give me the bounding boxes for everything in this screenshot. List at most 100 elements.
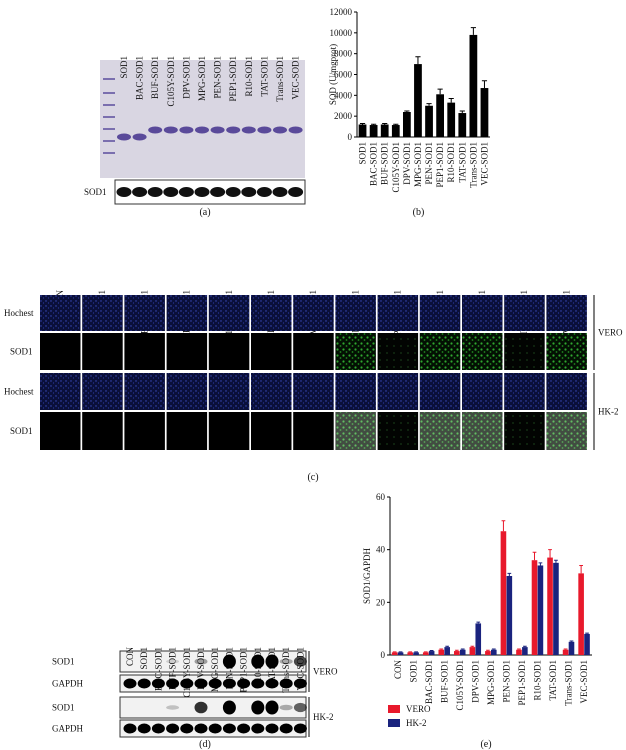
error-bar (548, 549, 552, 558)
bar (407, 652, 413, 655)
bar (516, 649, 522, 655)
micrograph (208, 373, 250, 410)
x-tick-label: VEC-SOD1 (479, 142, 489, 186)
blot-band (265, 700, 279, 715)
x-tick-label: CON (393, 660, 403, 680)
ladder-band (103, 104, 115, 106)
ladder-band (103, 92, 115, 94)
blot-band (293, 678, 307, 689)
row-label: SOD1 (52, 703, 75, 713)
x-tick-label: Trans-SOD1 (564, 660, 574, 706)
error-bar (437, 88, 443, 95)
ladder-band (103, 152, 115, 154)
blot-band (222, 723, 236, 734)
x-tick-label: PEP1-SOD1 (435, 142, 445, 188)
row-label: SOD1 (10, 426, 33, 436)
micrograph (377, 295, 419, 331)
lane-label: C105Y-SOD1 (182, 647, 192, 698)
x-tick-label: PEN-SOD1 (424, 142, 434, 185)
blot-band (222, 678, 236, 689)
micrograph (419, 412, 461, 450)
blot-band (194, 187, 210, 197)
blot-band (194, 701, 208, 714)
micrograph (293, 373, 334, 410)
blot-band (194, 678, 208, 689)
bar (402, 112, 411, 137)
y-tick-label: 0 (348, 132, 353, 142)
blot-band (151, 723, 165, 734)
row-label: GAPDH (52, 724, 84, 734)
y-tick-label: 8000 (334, 49, 353, 59)
blot-band (293, 656, 307, 667)
blot-band (123, 678, 137, 689)
blot-band (251, 723, 265, 734)
micrograph (124, 333, 165, 370)
lane-label: BUF-SOD1 (150, 56, 160, 99)
bar (469, 34, 478, 137)
bar (391, 125, 400, 137)
bar (506, 576, 513, 655)
micrograph (82, 295, 123, 331)
blot-band (225, 187, 241, 197)
blot-band (137, 678, 151, 689)
blot-band (208, 678, 222, 689)
error-bar (491, 648, 496, 650)
gel-band (163, 126, 178, 134)
error-bar (439, 648, 444, 650)
error-bar (507, 572, 512, 576)
blot-band (210, 187, 226, 197)
blot-band (166, 723, 180, 734)
micrograph (124, 412, 165, 450)
error-bar (476, 621, 481, 624)
micrograph (462, 333, 503, 370)
micrograph (166, 295, 208, 331)
blot-band (279, 678, 293, 689)
error-bar (371, 123, 377, 126)
bar (500, 531, 507, 655)
micrograph (166, 412, 208, 450)
micrograph (82, 412, 123, 450)
micrograph (462, 412, 503, 450)
bar (358, 124, 367, 137)
blot-band (237, 723, 251, 734)
x-tick-label: MPG-SOD1 (486, 660, 496, 705)
bar (369, 125, 378, 137)
x-tick-label: DPV-SOD1 (402, 142, 412, 185)
gel-image (100, 60, 305, 178)
micrograph (546, 333, 587, 370)
y-tick-label: 6000 (334, 70, 353, 80)
error-bar (415, 56, 421, 65)
micrograph (335, 295, 376, 331)
bar (485, 651, 491, 655)
micrograph (251, 333, 292, 370)
legend-label: HK-2 (406, 718, 427, 728)
blot-band (178, 187, 194, 197)
bar (578, 573, 584, 655)
micrograph (546, 412, 587, 450)
legend-swatch (388, 705, 400, 713)
gel-band (210, 126, 225, 134)
micrograph (504, 333, 545, 370)
y-tick-label: 60 (376, 492, 386, 502)
gel-band (273, 126, 287, 134)
micrograph (335, 373, 376, 410)
micrograph (124, 373, 165, 410)
gel-band (288, 126, 303, 134)
gel-band (148, 126, 163, 134)
error-bar (382, 122, 388, 125)
error-bar (398, 651, 403, 653)
gel-band (226, 126, 241, 134)
error-bar (532, 551, 537, 561)
bar (568, 641, 575, 655)
micrograph (504, 412, 545, 450)
bar (436, 94, 445, 137)
error-bar (448, 97, 454, 103)
y-tick-label: 40 (376, 545, 386, 555)
ladder-band (103, 116, 115, 118)
row-label: Hochest (4, 387, 34, 397)
y-tick-label: 4000 (334, 90, 353, 100)
micrograph (293, 295, 334, 331)
lane-label: Trans-SOD1 (275, 56, 285, 102)
x-tick-label: MPG-SOD1 (413, 142, 423, 187)
